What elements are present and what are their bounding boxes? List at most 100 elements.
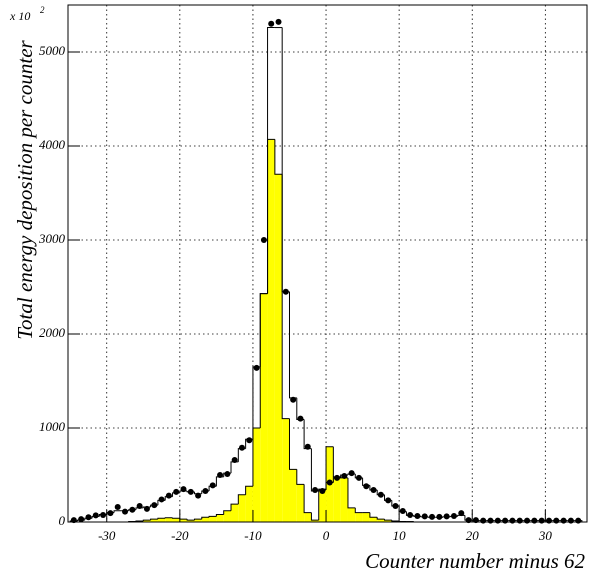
data-point (78, 516, 84, 522)
data-point (327, 480, 333, 486)
y-tick-label: 1000 (39, 419, 66, 434)
histogram-bar (158, 518, 165, 522)
histogram-bar (282, 419, 289, 522)
data-point (173, 489, 179, 495)
histogram-bar (341, 478, 348, 522)
data-point (151, 502, 157, 508)
data-point (488, 518, 494, 524)
data-point (188, 489, 194, 495)
data-point (495, 518, 501, 524)
data-point (122, 509, 128, 515)
data-point (575, 518, 581, 524)
histogram-bar (268, 139, 275, 522)
data-point (349, 470, 355, 476)
data-point (524, 518, 530, 524)
data-point (180, 486, 186, 492)
x-tick-label: 0 (323, 528, 330, 543)
data-point (210, 482, 216, 488)
histogram-bar (260, 294, 267, 522)
histogram-bar (246, 486, 253, 522)
histogram-bar (231, 504, 238, 522)
data-point (93, 512, 99, 518)
x-tick-label: -30 (98, 528, 116, 543)
data-point (546, 518, 552, 524)
histogram-bar (348, 508, 355, 522)
histogram-bar (363, 513, 370, 522)
data-point (276, 19, 282, 25)
data-point (444, 513, 450, 519)
data-point (371, 487, 377, 493)
data-point (268, 21, 274, 27)
data-point (239, 445, 245, 451)
data-point (407, 512, 413, 518)
data-point (436, 514, 442, 520)
histogram-bar (224, 511, 231, 522)
y-multiplier: x 10 (9, 9, 30, 23)
histogram-bar (202, 517, 209, 522)
data-point (100, 512, 106, 518)
data-point (414, 513, 420, 519)
data-point (290, 397, 296, 403)
data-point (539, 518, 545, 524)
data-point (429, 514, 435, 520)
data-point (553, 518, 559, 524)
x-tick-label: -10 (244, 528, 262, 543)
x-tick-label: 20 (466, 528, 480, 543)
data-point (254, 365, 260, 371)
y-multiplier-exponent: 2 (40, 5, 45, 15)
data-point (85, 514, 91, 520)
data-point (341, 473, 347, 479)
data-point (561, 518, 567, 524)
histogram-bar (253, 428, 260, 522)
data-point (305, 444, 311, 450)
data-point (356, 475, 362, 481)
y-tick-label: 3000 (38, 231, 66, 246)
data-point (195, 493, 201, 499)
data-point (385, 497, 391, 503)
data-point (232, 457, 238, 463)
histogram-bar (304, 513, 311, 522)
data-point (392, 503, 398, 509)
data-point (283, 289, 289, 295)
histogram-bar (297, 484, 304, 522)
data-point (224, 471, 230, 477)
x-tick-label: 30 (538, 528, 553, 543)
y-tick-label: 0 (59, 513, 66, 528)
data-point (107, 510, 113, 516)
data-point (115, 504, 121, 510)
y-tick-label: 2000 (39, 325, 66, 340)
histogram-bar (319, 489, 326, 522)
data-point (458, 510, 464, 516)
data-point (202, 488, 208, 494)
y-tick-label: 5000 (39, 43, 66, 58)
data-point (297, 416, 303, 422)
data-point (159, 496, 165, 502)
data-point (451, 513, 457, 519)
data-point (246, 437, 252, 443)
data-point (568, 518, 574, 524)
histogram-bar (355, 513, 362, 522)
histogram-bar (216, 514, 223, 522)
data-point (334, 475, 340, 481)
data-point (509, 518, 515, 524)
data-point (517, 518, 523, 524)
y-tick-label: 4000 (39, 137, 66, 152)
data-point (137, 503, 143, 509)
data-point (217, 472, 223, 478)
histogram-bar (333, 477, 340, 522)
data-point (129, 507, 135, 513)
histogram-bar (165, 518, 172, 522)
histogram-bar (289, 469, 296, 522)
data-point (261, 237, 267, 243)
x-axis-title: Counter number minus 62 (365, 549, 585, 573)
data-point (480, 518, 486, 524)
y-axis-title: Total energy deposition per counter (13, 39, 37, 339)
data-point (531, 518, 537, 524)
data-point (378, 492, 384, 498)
histogram-bar (238, 495, 245, 522)
data-point (363, 483, 369, 489)
data-point (422, 513, 428, 519)
data-point (144, 506, 150, 512)
x-tick-label: 10 (393, 528, 407, 543)
